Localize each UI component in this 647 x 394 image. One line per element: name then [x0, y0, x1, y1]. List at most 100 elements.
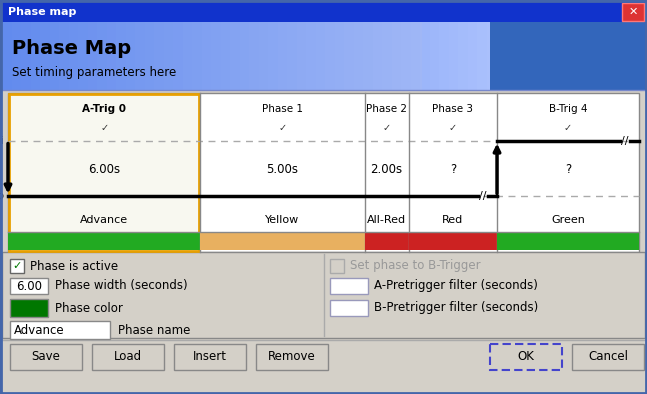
Text: Save: Save	[32, 351, 60, 364]
Bar	[8, 93, 639, 252]
Text: OK: OK	[518, 351, 534, 364]
Bar	[135, 22, 145, 90]
Bar	[515, 22, 525, 90]
Bar	[8, 233, 201, 251]
Bar	[330, 300, 368, 316]
Bar	[12, 22, 21, 90]
Bar	[40, 22, 50, 90]
Text: Phase 2: Phase 2	[366, 104, 407, 114]
Text: Set phase to B-Trigger: Set phase to B-Trigger	[350, 260, 481, 273]
Bar	[2, 22, 12, 90]
Bar	[21, 22, 31, 90]
Bar	[10, 259, 24, 273]
Text: Phase width (seconds): Phase width (seconds)	[55, 279, 188, 292]
Text: Insert: Insert	[193, 351, 227, 364]
Text: ✓: ✓	[12, 261, 22, 271]
Text: Red: Red	[443, 215, 463, 225]
Bar	[622, 3, 644, 21]
Bar	[50, 22, 60, 90]
Text: ✕: ✕	[628, 7, 638, 17]
Text: B-Trig 4: B-Trig 4	[549, 104, 587, 114]
Bar	[144, 22, 155, 90]
Bar	[2, 2, 645, 22]
Bar	[543, 22, 553, 90]
Bar	[572, 344, 644, 370]
Bar	[382, 22, 392, 90]
Bar	[373, 22, 382, 90]
Bar	[9, 94, 199, 251]
Bar	[239, 22, 250, 90]
Bar	[490, 22, 647, 90]
Text: ✓: ✓	[564, 123, 572, 133]
Text: 5.00s: 5.00s	[267, 163, 298, 176]
Text: Phase 1: Phase 1	[262, 104, 303, 114]
Bar	[107, 22, 116, 90]
Text: 6.00s: 6.00s	[88, 163, 120, 176]
Bar	[391, 22, 402, 90]
Text: ✓: ✓	[100, 123, 108, 133]
Bar	[92, 344, 164, 370]
Text: Phase 3: Phase 3	[432, 104, 474, 114]
Text: Phase name: Phase name	[118, 323, 190, 336]
Bar	[201, 233, 364, 251]
Text: ✓: ✓	[278, 123, 287, 133]
Bar	[420, 22, 430, 90]
Bar	[174, 344, 246, 370]
Bar	[497, 233, 639, 251]
Bar	[316, 22, 325, 90]
Text: ✓: ✓	[382, 123, 391, 133]
Text: Green: Green	[551, 215, 585, 225]
Text: ✓: ✓	[449, 123, 457, 133]
Bar	[296, 22, 307, 90]
Bar	[97, 22, 107, 90]
Bar	[468, 22, 477, 90]
Bar	[325, 22, 335, 90]
Bar	[221, 22, 230, 90]
Bar	[448, 22, 459, 90]
Bar	[10, 321, 110, 339]
Text: Advance: Advance	[14, 323, 65, 336]
Bar	[525, 22, 534, 90]
Bar	[249, 22, 259, 90]
Bar	[230, 22, 240, 90]
Text: Phase color: Phase color	[55, 301, 123, 314]
Bar	[496, 22, 506, 90]
Bar	[116, 22, 126, 90]
Text: //: //	[621, 136, 629, 146]
Bar	[287, 22, 297, 90]
Bar	[10, 344, 82, 370]
Bar	[59, 22, 69, 90]
Bar	[10, 278, 48, 294]
Text: A-Trig 0: A-Trig 0	[82, 104, 126, 114]
Bar	[173, 22, 183, 90]
Text: Lo: Lo	[0, 191, 4, 201]
Bar	[10, 299, 48, 317]
Text: Phase is active: Phase is active	[30, 260, 118, 273]
Bar	[201, 22, 212, 90]
Text: 2.00s: 2.00s	[371, 163, 402, 176]
Text: //: //	[479, 191, 487, 201]
Bar	[534, 22, 544, 90]
Bar	[430, 22, 439, 90]
Bar	[268, 22, 278, 90]
Bar	[164, 22, 173, 90]
Text: Hi: Hi	[0, 136, 4, 146]
Text: 6.00: 6.00	[16, 279, 42, 292]
Text: All-Red: All-Red	[367, 215, 406, 225]
Bar	[306, 22, 316, 90]
Bar	[505, 22, 516, 90]
Bar	[553, 22, 563, 90]
Text: Set timing parameters here: Set timing parameters here	[12, 65, 176, 78]
Bar	[2, 22, 422, 90]
Bar	[401, 22, 411, 90]
Bar	[364, 233, 409, 251]
Text: A-Pretrigger filter (seconds): A-Pretrigger filter (seconds)	[374, 279, 538, 292]
Bar	[344, 22, 354, 90]
Bar	[192, 22, 202, 90]
Text: Yellow: Yellow	[265, 215, 300, 225]
Bar	[259, 22, 269, 90]
Bar	[487, 22, 496, 90]
Text: ?: ?	[450, 163, 456, 176]
Bar	[256, 344, 328, 370]
Bar	[458, 22, 468, 90]
